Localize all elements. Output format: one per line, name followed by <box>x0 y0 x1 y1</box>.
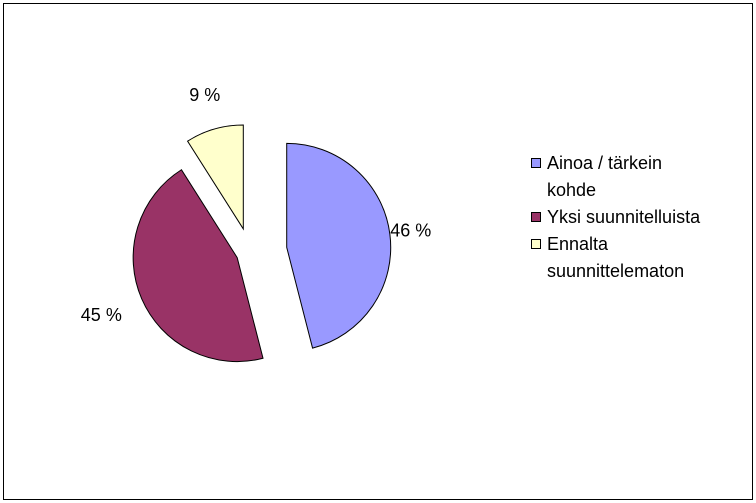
pie-slice <box>286 142 392 349</box>
pie-slice <box>132 169 264 363</box>
legend-entry: Yksi suunnitelluista <box>531 204 712 231</box>
pie-slice <box>186 124 244 231</box>
legend-label: Ennalta suunnittelematon <box>547 234 685 281</box>
legend-label: Ainoa / tärkein kohde <box>547 153 663 200</box>
legend: Ainoa / tärkein kohde Yksi suunnitelluist… <box>531 150 751 285</box>
legend-swatch <box>531 212 541 222</box>
legend-entry: Ainoa / tärkein kohde <box>531 150 712 204</box>
data-label: 9 % <box>189 85 220 105</box>
legend-label: Yksi suunnitelluista <box>547 207 701 227</box>
data-label: 46 % <box>390 220 431 240</box>
data-label: 45 % <box>81 305 122 325</box>
legend-swatch <box>531 239 541 249</box>
legend-entry: Ennalta suunnittelematon <box>531 231 712 285</box>
legend-swatch <box>531 158 541 168</box>
